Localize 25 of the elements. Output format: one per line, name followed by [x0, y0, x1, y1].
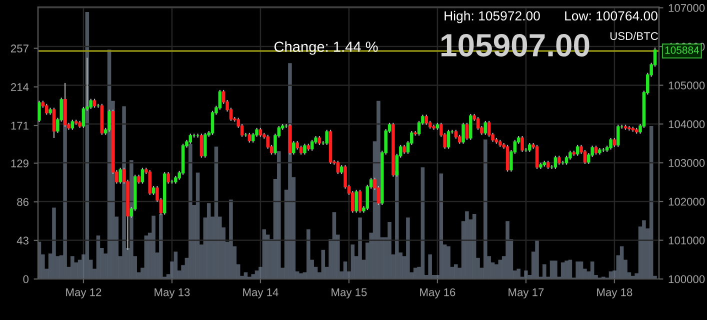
- y2-tick-label: 100000: [668, 275, 705, 284]
- x-tick-label: May 15: [332, 288, 367, 298]
- y2-tick-label: 103000: [668, 159, 705, 167]
- x-tick-label: May 12: [66, 288, 102, 298]
- y2-tick-label: 102000: [668, 198, 705, 206]
- x-tick-label: May 13: [154, 288, 190, 298]
- y-tick-label: 43: [16, 236, 28, 245]
- y-tick-label: 86: [17, 198, 28, 206]
- annotation: USD/BTC: [610, 32, 658, 40]
- annotation: Low: 100764.00: [565, 11, 658, 21]
- y-tick-label: 129: [11, 159, 28, 168]
- y2-tick-label: 101000: [668, 236, 705, 244]
- y-tick-label: 214: [10, 83, 29, 91]
- x-tick-label: May 18: [597, 288, 632, 298]
- x-tick-label: May 16: [420, 288, 456, 298]
- x-tick-label: May 17: [508, 288, 544, 298]
- x-tick-label: May 14: [243, 288, 278, 298]
- y2-tick-label: 104000: [668, 120, 705, 128]
- y-tick-label: 171: [11, 122, 28, 130]
- y-tick-label: 257: [10, 44, 28, 52]
- y-tick-label: 0: [23, 275, 29, 284]
- annotation: High: 105972.00: [444, 10, 540, 24]
- y2-tick-label: 107000: [668, 4, 705, 12]
- y2-tick-label: 105000: [668, 82, 705, 90]
- annotation: Change: 1.44 %: [274, 41, 378, 55]
